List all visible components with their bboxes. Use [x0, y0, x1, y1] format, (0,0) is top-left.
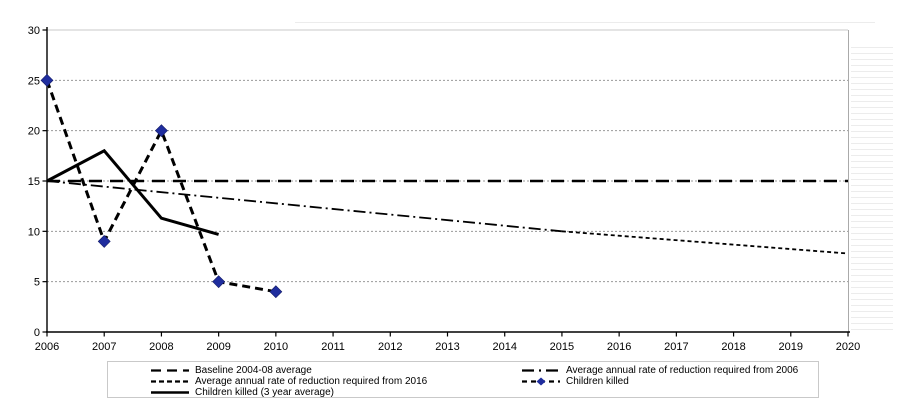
data-point-diamond	[155, 124, 168, 138]
x-tick-label: 2007	[92, 341, 116, 353]
dash-dot-line-icon	[522, 369, 560, 372]
legend-box: Baseline 2004-08 average Average annual …	[107, 361, 819, 398]
x-axis-ticks: 2006 2007 2008 2009 2010 2011 2012 2013 2014 2015…	[35, 332, 860, 353]
legend-item-baseline: Baseline 2004-08 average	[150, 365, 312, 376]
y-tick-label: 0	[34, 327, 40, 339]
legend-label-avg3yr: Children killed (3 year average)	[195, 387, 334, 398]
series-arr2016	[561, 230, 849, 255]
y-axis-ticks: 0 5 10 15 20 25 30	[28, 25, 47, 339]
x-tick-label: 2011	[321, 341, 345, 353]
x-tick-label: 2020	[836, 341, 860, 353]
axes	[46, 27, 850, 333]
series-arr2006	[46, 180, 562, 233]
x-tick-label: 2013	[435, 341, 459, 353]
y-tick-label: 20	[28, 126, 40, 138]
series-children	[40, 73, 283, 299]
legend-item-arr2016: Average annual rate of reduction require…	[150, 376, 427, 387]
legend-item-children: Children killed	[521, 376, 629, 387]
data-point-diamond	[269, 285, 283, 299]
x-tick-label: 2015	[550, 341, 574, 353]
data-point-diamond	[212, 275, 226, 289]
x-tick-label: 2018	[721, 341, 745, 353]
x-tick-label: 2008	[149, 341, 173, 353]
y-tick-label: 15	[28, 176, 40, 188]
legend-label-baseline: Baseline 2004-08 average	[195, 365, 312, 376]
legend-item-avg3yr: Children killed (3 year average)	[150, 387, 334, 398]
series-avg3yr	[46, 148, 220, 236]
x-tick-label: 2019	[779, 341, 803, 353]
x-tick-label: 2009	[206, 341, 230, 353]
x-tick-label: 2010	[264, 341, 288, 353]
dash-diamond-line-icon	[522, 377, 560, 386]
solid-line-icon	[151, 391, 189, 394]
x-tick-label: 2006	[35, 341, 59, 353]
legend-label-arr2006: Average annual rate of reduction require…	[566, 365, 799, 376]
y-tick-label: 30	[28, 25, 40, 37]
gridlines	[47, 29, 848, 283]
x-tick-label: 2016	[607, 341, 631, 353]
y-tick-label: 10	[28, 226, 40, 238]
x-tick-label: 2017	[664, 341, 688, 353]
data-point-diamond	[97, 234, 111, 248]
y-tick-label: 5	[34, 277, 40, 289]
data-point-diamond	[40, 73, 54, 87]
chart-edge-artifact	[295, 22, 875, 23]
long-dash-line-icon	[151, 369, 189, 372]
y-tick-label: 25	[28, 75, 40, 87]
legend-label-children: Children killed	[566, 376, 629, 387]
legend-label-arr2016: Average annual rate of reduction require…	[195, 376, 428, 387]
legend-item-arr2006: Average annual rate of reduction require…	[521, 365, 798, 376]
x-tick-label: 2014	[492, 341, 516, 353]
fine-dash-line-icon	[151, 380, 189, 383]
x-tick-label: 2012	[378, 341, 402, 353]
spreadsheet-artifact-stripes	[851, 47, 893, 333]
